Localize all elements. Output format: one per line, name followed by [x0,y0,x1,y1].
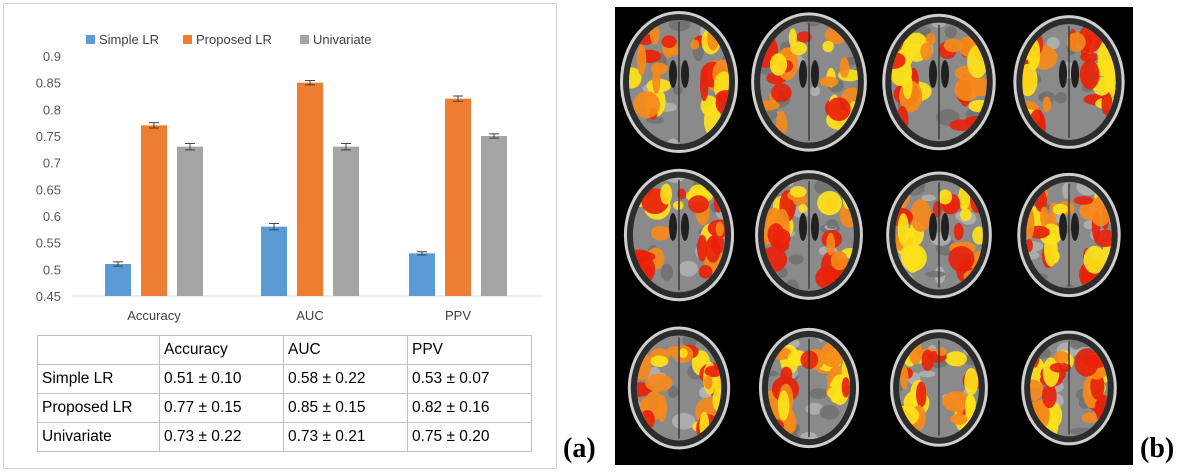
bar-chart: 0.45 0.5 0.55 0.6 0.65 0.7 0.75 0.8 0.85 0.9 Accur… [36,32,542,323]
y-tick-label: 0.7 [43,156,61,171]
error-bar [269,222,279,231]
brain-activation-panel [615,7,1133,465]
panel-label-b: (b) [1140,433,1175,464]
x-category-label: AUC [296,308,323,323]
bar-proposed-lr-ppv [445,98,471,297]
brain-slice [890,329,988,447]
legend-label: Simple LR [99,32,159,47]
table-row: Simple LR 0.51 ± 0.10 0.58 ± 0.22 0.53 ± 0.… [37,364,532,394]
legend-swatch [300,35,309,44]
table-header-cell: PPV [407,335,532,365]
brain-slice [623,168,735,302]
legend-swatch [183,35,192,44]
table-cell: 0.75 ± 0.20 [407,422,532,452]
y-tick-label: 0.8 [43,102,61,117]
brain-slice [882,13,996,151]
brain-slice-grid [620,11,1125,450]
bar-simple-lr-ppv [409,253,435,296]
table-row-label: Proposed LR [37,393,160,423]
bar-simple-lr-accuracy [105,264,131,296]
y-tick-label: 0.85 [36,76,61,91]
table-cell: 0.77 ± 0.15 [159,393,284,423]
table-header-cell: Accuracy [159,335,284,365]
brain-slice [1013,15,1125,149]
bar-univariate-auc [333,146,359,296]
y-tick-label: 0.6 [43,209,61,224]
table-cell: 0.82 ± 0.16 [407,393,532,423]
x-category-label: Accuracy [127,308,181,323]
legend-swatch [86,35,95,44]
table-header-cell [37,335,160,365]
bar-univariate-ppv [481,136,507,296]
bar-proposed-lr-accuracy [141,125,167,296]
legend-label: Proposed LR [196,32,272,47]
y-tick-label: 0.45 [36,289,61,304]
error-bar [453,95,463,102]
panel-label-a: (a) [563,433,596,464]
error-bar [489,133,499,139]
table-cell: 0.73 ± 0.21 [283,422,408,452]
legend-label: Univariate [313,32,372,47]
table-cell: 0.53 ± 0.07 [407,364,532,394]
table-row: Proposed LR 0.77 ± 0.15 0.85 ± 0.15 0.82 ± … [37,393,532,423]
table-cell: 0.73 ± 0.22 [159,422,284,452]
table-cell: 0.85 ± 0.15 [283,393,408,423]
error-bar [149,122,159,129]
error-bar [185,142,195,151]
table-cell: 0.58 ± 0.22 [283,364,408,394]
error-bar [113,261,123,267]
x-category-label: PPV [445,308,471,323]
bar-univariate-accuracy [177,146,203,296]
brain-slice [758,327,860,449]
y-tick-label: 0.5 [43,262,61,277]
bar-proposed-lr-auc [297,82,323,297]
error-bar [305,80,315,86]
table-header-cell: AUC [283,335,408,365]
table-row-label: Simple LR [37,364,160,394]
brain-slice [627,326,731,450]
error-bar [417,251,427,256]
stats-table: Accuracy AUC PPV Simple LR 0.51 ± 0.10 0.58 ±… [37,335,532,452]
brain-slice [620,11,738,153]
y-tick-label: 0.55 [36,236,61,251]
chart-panel: 0.45 0.5 0.55 0.6 0.65 0.7 0.75 0.8 0.85 0.9 Accur… [3,3,557,469]
brain-slice [755,170,863,300]
y-tick-label: 0.75 [36,129,61,144]
bar-simple-lr-auc [261,226,287,296]
brain-slice [1017,172,1121,298]
brain-slice [751,12,867,152]
brain-slice [1021,330,1117,446]
table-row: Univariate 0.73 ± 0.22 0.73 ± 0.21 0.75 ± 0… [37,422,532,452]
error-bar [341,142,351,151]
table-header-row: Accuracy AUC PPV [37,335,532,365]
brain-slice [886,171,992,299]
y-tick-label: 0.65 [36,182,61,197]
y-tick-label: 0.9 [43,49,61,64]
table-cell: 0.51 ± 0.10 [159,364,284,394]
table-row-label: Univariate [37,422,160,452]
